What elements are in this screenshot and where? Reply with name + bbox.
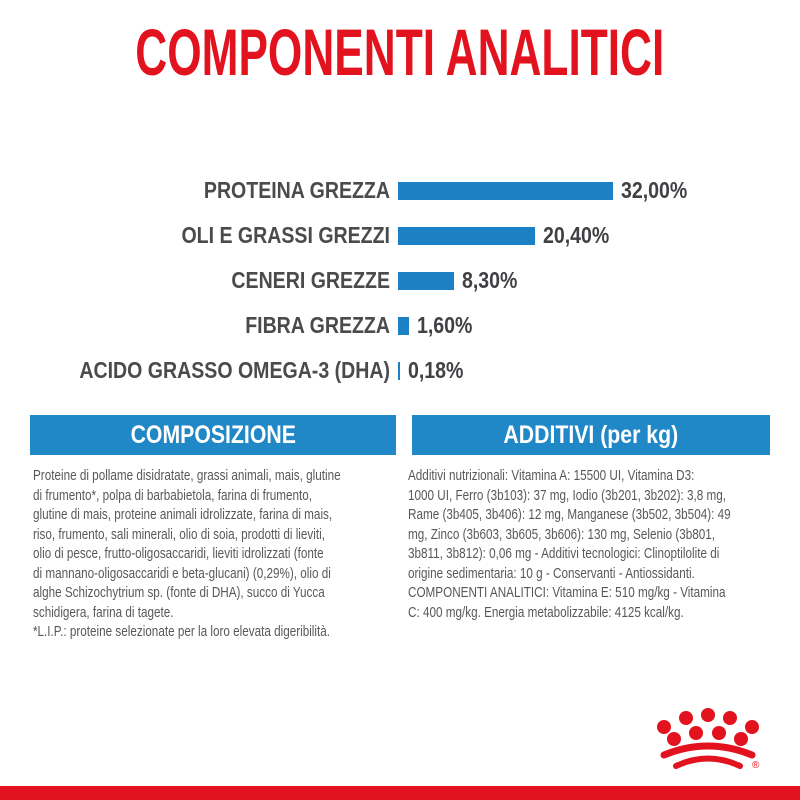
bar-label: OLI E GRASSI GREZZI — [181, 222, 390, 248]
crown-dot — [723, 711, 737, 725]
crown-arc-upper — [660, 742, 756, 759]
crown-arc-lower — [673, 755, 743, 769]
bar-row: CENERI GREZZE 8,30% — [0, 258, 800, 303]
composition-text: Proteine di pollame disidratate, grassi … — [33, 467, 341, 640]
bar-chart: PROTEINA GREZZA 32,00% OLI E GRASSI GREZ… — [0, 168, 800, 393]
bar-track: 32,00% — [398, 177, 699, 204]
crown-dot — [657, 720, 671, 734]
page-title: COMPONENTI ANALITICI — [0, 15, 800, 89]
bar — [398, 226, 535, 245]
crown-dot — [701, 708, 715, 722]
bar-row: PROTEINA GREZZA 32,00% — [0, 168, 800, 213]
additives-text: Additivi nutrizionali: Vitamina A: 15500… — [408, 467, 731, 621]
additives-header: ADDITIVI (per kg) — [412, 415, 770, 455]
registered-mark: ® — [752, 760, 760, 771]
bar-track: 20,40% — [398, 222, 621, 249]
bar-row: OLI E GRASSI GREZZI 20,40% — [0, 213, 800, 258]
bar-track: 0,18% — [398, 357, 473, 384]
crown-dot — [689, 726, 703, 740]
bar-track: 8,30% — [398, 267, 527, 294]
bar-label: PROTEINA GREZZA — [203, 177, 390, 203]
bar-label: CENERI GREZZE — [231, 267, 390, 293]
bar-row: FIBRA GREZZA 1,60% — [0, 303, 800, 348]
bar — [398, 271, 454, 290]
bar-label: FIBRA GREZZA — [245, 312, 390, 338]
composition-header-text: COMPOSIZIONE — [130, 420, 296, 449]
bar — [398, 181, 613, 200]
bar-value: 32,00% — [621, 177, 688, 203]
bar-label: ACIDO GRASSO OMEGA-3 (DHA) — [79, 357, 391, 383]
bar-value: 1,60% — [417, 312, 473, 338]
royal-canin-crown-logo: ® — [657, 708, 760, 771]
bar-value: 0,18% — [408, 357, 464, 383]
bar — [398, 316, 409, 335]
bottom-red-bar — [0, 786, 800, 800]
crown-dot — [712, 726, 726, 740]
crown-dot — [745, 720, 759, 734]
bar-row: ACIDO GRASSO OMEGA-3 (DHA) 0,18% — [0, 348, 800, 393]
composition-header: COMPOSIZIONE — [30, 415, 396, 455]
bar-track: 1,60% — [398, 312, 482, 339]
additives-header-text: ADDITIVI (per kg) — [503, 420, 679, 449]
page-title-text: COMPONENTI ANALITICI — [135, 15, 665, 89]
crown-dot — [667, 732, 681, 746]
crown-dot — [679, 711, 693, 725]
bar — [398, 361, 400, 380]
bar-value: 8,30% — [462, 267, 518, 293]
crown-dot — [734, 732, 748, 746]
bar-value: 20,40% — [543, 222, 610, 248]
